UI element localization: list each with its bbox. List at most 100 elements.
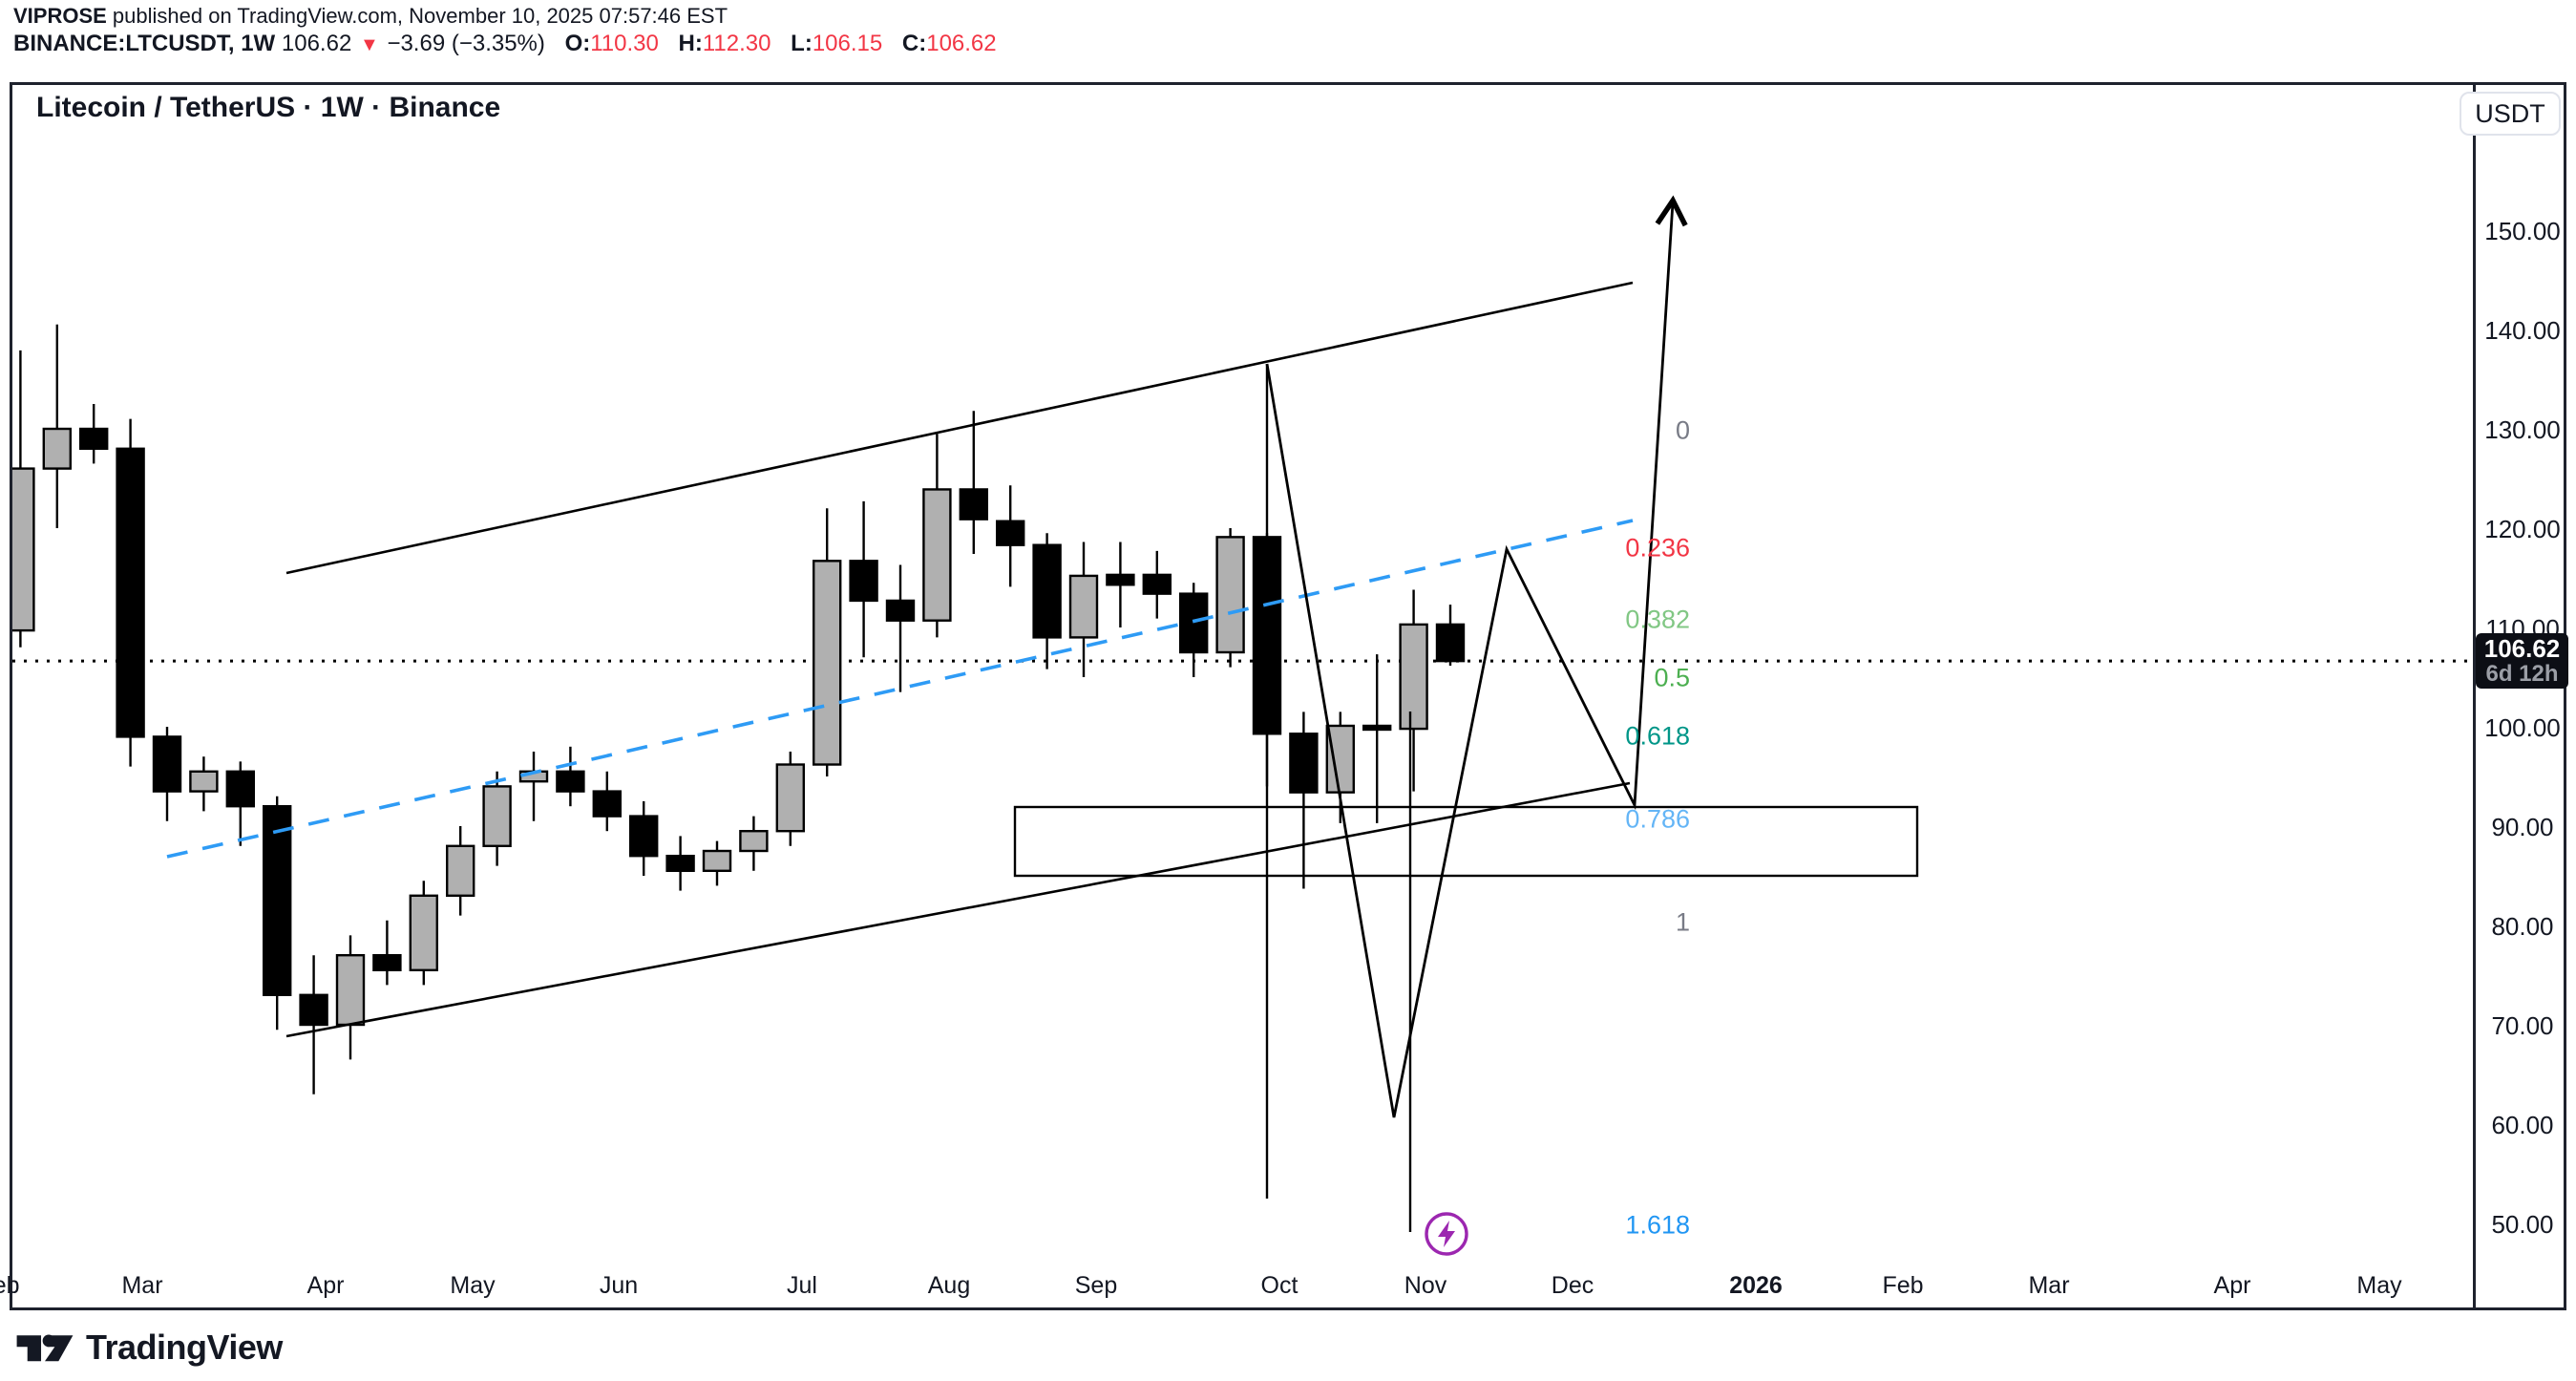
candle-body — [42, 427, 72, 470]
publish-info: VIPROSE published on TradingView.com, No… — [13, 4, 728, 29]
candle-body — [482, 785, 512, 848]
time-tick-label: Dec — [1551, 1272, 1594, 1299]
price-tick-label: 100.00 — [2484, 713, 2561, 742]
fib-level-label-0.236: 0.236 — [1625, 533, 1690, 563]
fib-level-label-1.618: 1.618 — [1625, 1210, 1690, 1240]
trend_channel_upper — [285, 281, 1634, 575]
last-price: 106.62 — [281, 31, 352, 56]
candle-body — [263, 805, 292, 997]
dashed-trendline — [166, 519, 1634, 859]
price-change: −3.69 (−3.35%) — [387, 31, 545, 56]
down-arrow-icon: ▼ — [359, 34, 379, 55]
candle-body — [1106, 573, 1135, 586]
candle-body — [116, 447, 145, 738]
high-value: 112.30 — [702, 31, 771, 56]
time-tick-label: Nov — [1404, 1272, 1447, 1299]
candle-body — [665, 855, 695, 873]
candle-body — [849, 560, 878, 603]
price-tick-label: 60.00 — [2491, 1111, 2554, 1139]
candle-body — [1032, 543, 1062, 639]
price-tick-label: 90.00 — [2491, 813, 2554, 841]
candle-body — [1435, 623, 1466, 663]
candle-body — [739, 830, 769, 853]
price-tick-label: 120.00 — [2484, 515, 2561, 543]
candle-body — [12, 467, 35, 632]
fib-level-label-1: 1 — [1675, 907, 1690, 937]
time-tick-label: Sep — [1074, 1272, 1118, 1299]
candle-body — [78, 427, 109, 450]
candle-body — [299, 993, 328, 1027]
high-label: H: — [678, 31, 703, 56]
candle-body — [556, 770, 585, 793]
time-tick-label: Jun — [599, 1272, 639, 1299]
fib-level-label-0: 0 — [1675, 415, 1690, 445]
candle-body — [629, 815, 659, 858]
currency-toggle-button[interactable]: USDT — [2460, 92, 2561, 136]
chart-title: Litecoin / TetherUS · 1W · Binance — [36, 92, 501, 123]
candle-body — [885, 599, 916, 622]
tradingview-logo[interactable]: TradingView — [15, 1326, 283, 1370]
zone-rectangle — [1013, 805, 1919, 878]
current-price-badge[interactable]: 106.62 6d 12h — [2476, 633, 2568, 690]
fib-level-label-0.5: 0.5 — [1654, 663, 1690, 692]
author-name: VIPROSE — [13, 4, 107, 28]
candle-body — [189, 770, 219, 793]
close-value: 106.62 — [926, 31, 997, 56]
time-tick-label: 2026 — [1729, 1272, 1783, 1299]
price-axis-separator — [2473, 82, 2476, 1310]
low-value: 106.15 — [812, 31, 883, 56]
candle-body — [225, 770, 256, 808]
time-tick-label: Apr — [2213, 1272, 2251, 1299]
time-tick-label: May — [2356, 1272, 2402, 1299]
candle-body — [775, 763, 805, 833]
chart-plot-area[interactable] — [12, 85, 2473, 1307]
lightning-icon-bolt — [1438, 1221, 1455, 1247]
time-tick-label: May — [450, 1272, 496, 1299]
time-tick-label: Feb — [1882, 1272, 1924, 1299]
candle-body — [1325, 724, 1356, 794]
candle-body — [446, 844, 475, 897]
lightning-icon — [1425, 1212, 1468, 1256]
time-tick-label: Aug — [927, 1272, 971, 1299]
price-tick-label: 140.00 — [2484, 316, 2561, 345]
tradingview-logo-text: TradingView — [86, 1328, 283, 1367]
chart-frame — [10, 82, 2566, 1310]
candle-body — [922, 488, 952, 622]
time-tick-label: Apr — [306, 1272, 345, 1299]
publish-meta: published on TradingView.com, November 1… — [106, 4, 728, 28]
symbol-status-row: BINANCE:LTCUSDT, 1W 106.62 ▼ −3.69 (−3.3… — [13, 31, 997, 58]
candle-body — [1068, 574, 1099, 639]
time-tick-label: Mar — [121, 1272, 163, 1299]
open-value: 110.30 — [590, 31, 659, 56]
price-tick-label: 150.00 — [2484, 217, 2561, 245]
symbol-label: BINANCE:LTCUSDT, 1W — [13, 31, 276, 56]
price-tick-label: 70.00 — [2491, 1011, 2554, 1040]
candle-body — [995, 520, 1025, 546]
price-tick-label: 80.00 — [2491, 912, 2554, 941]
candle-body — [409, 894, 438, 971]
price-tick-label: 130.00 — [2484, 415, 2561, 444]
candle-body — [372, 954, 402, 972]
trend_channel_lower — [285, 781, 1631, 1038]
time-tick-label: Oct — [1260, 1272, 1299, 1299]
candle-body — [152, 735, 182, 793]
badge-countdown: 6d 12h — [2485, 661, 2559, 688]
candle-body — [1362, 724, 1392, 732]
fib-level-label-0.618: 0.618 — [1625, 721, 1690, 751]
candle-body — [592, 790, 622, 818]
low-label: L: — [791, 31, 813, 56]
candle-body — [1289, 733, 1319, 794]
projection-zigzag — [1265, 195, 1688, 1118]
close-label: C: — [901, 31, 927, 56]
candle-body — [702, 849, 732, 872]
badge-price: 106.62 — [2483, 633, 2561, 663]
candle-body — [1215, 536, 1245, 654]
fib-level-label-0.382: 0.382 — [1625, 605, 1690, 634]
price-tick-label: 50.00 — [2491, 1210, 2554, 1239]
time-tick-label: Jul — [787, 1272, 817, 1299]
tradingview-logo-icon — [16, 1334, 74, 1362]
open-label: O: — [564, 31, 591, 56]
candle-body — [1178, 592, 1209, 654]
candlestick-chart — [12, 195, 2473, 1256]
